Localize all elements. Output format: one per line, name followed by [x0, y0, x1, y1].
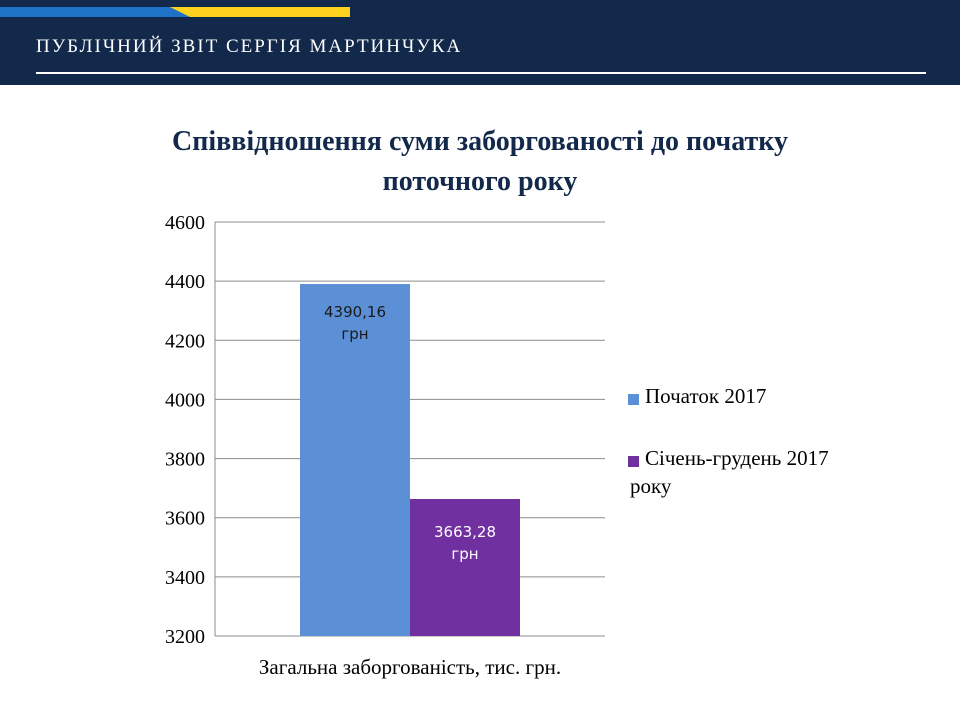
x-category-label: Загальна заборгованість, тис. грн.: [259, 655, 561, 679]
chart-title-line-1: Співвідношення суми заборгованості до по…: [172, 126, 788, 157]
bar-data-label: 4390,16 грн: [324, 303, 386, 343]
chart-title-line-2: поточного року: [382, 166, 578, 197]
y-tick-label: 4400: [165, 271, 205, 293]
y-tick-label: 4600: [165, 212, 205, 234]
y-tick-label: 3800: [165, 449, 205, 471]
header-title: ПУБЛІЧНИЙ ЗВІТ СЕРГІЯ МАРТИНЧУКА: [36, 36, 463, 57]
header-divider: [36, 72, 926, 74]
y-tick-label: 3200: [165, 626, 205, 648]
y-tick-label: 4200: [165, 330, 205, 352]
legend-swatch: [628, 456, 639, 467]
legend-label: Початок 2017: [645, 384, 766, 408]
y-tick-label: 4000: [165, 389, 205, 411]
legend-swatch: [628, 394, 639, 405]
y-tick-label: 3600: [165, 508, 205, 530]
bar-data-label: 3663,28 грн: [434, 523, 496, 563]
flag-stripe-blue: [0, 7, 190, 17]
chart-title: Співвідношення суми заборгованості до по…: [0, 122, 960, 202]
bar: [300, 284, 410, 636]
y-tick-label: 3400: [165, 567, 205, 589]
legend-label: Січень-грудень 2017 року: [630, 446, 829, 498]
flag-stripe-yellow: [170, 7, 350, 17]
header-bar: ПУБЛІЧНИЙ ЗВІТ СЕРГІЯ МАРТИНЧУКА: [0, 0, 960, 85]
bar: [410, 499, 520, 636]
